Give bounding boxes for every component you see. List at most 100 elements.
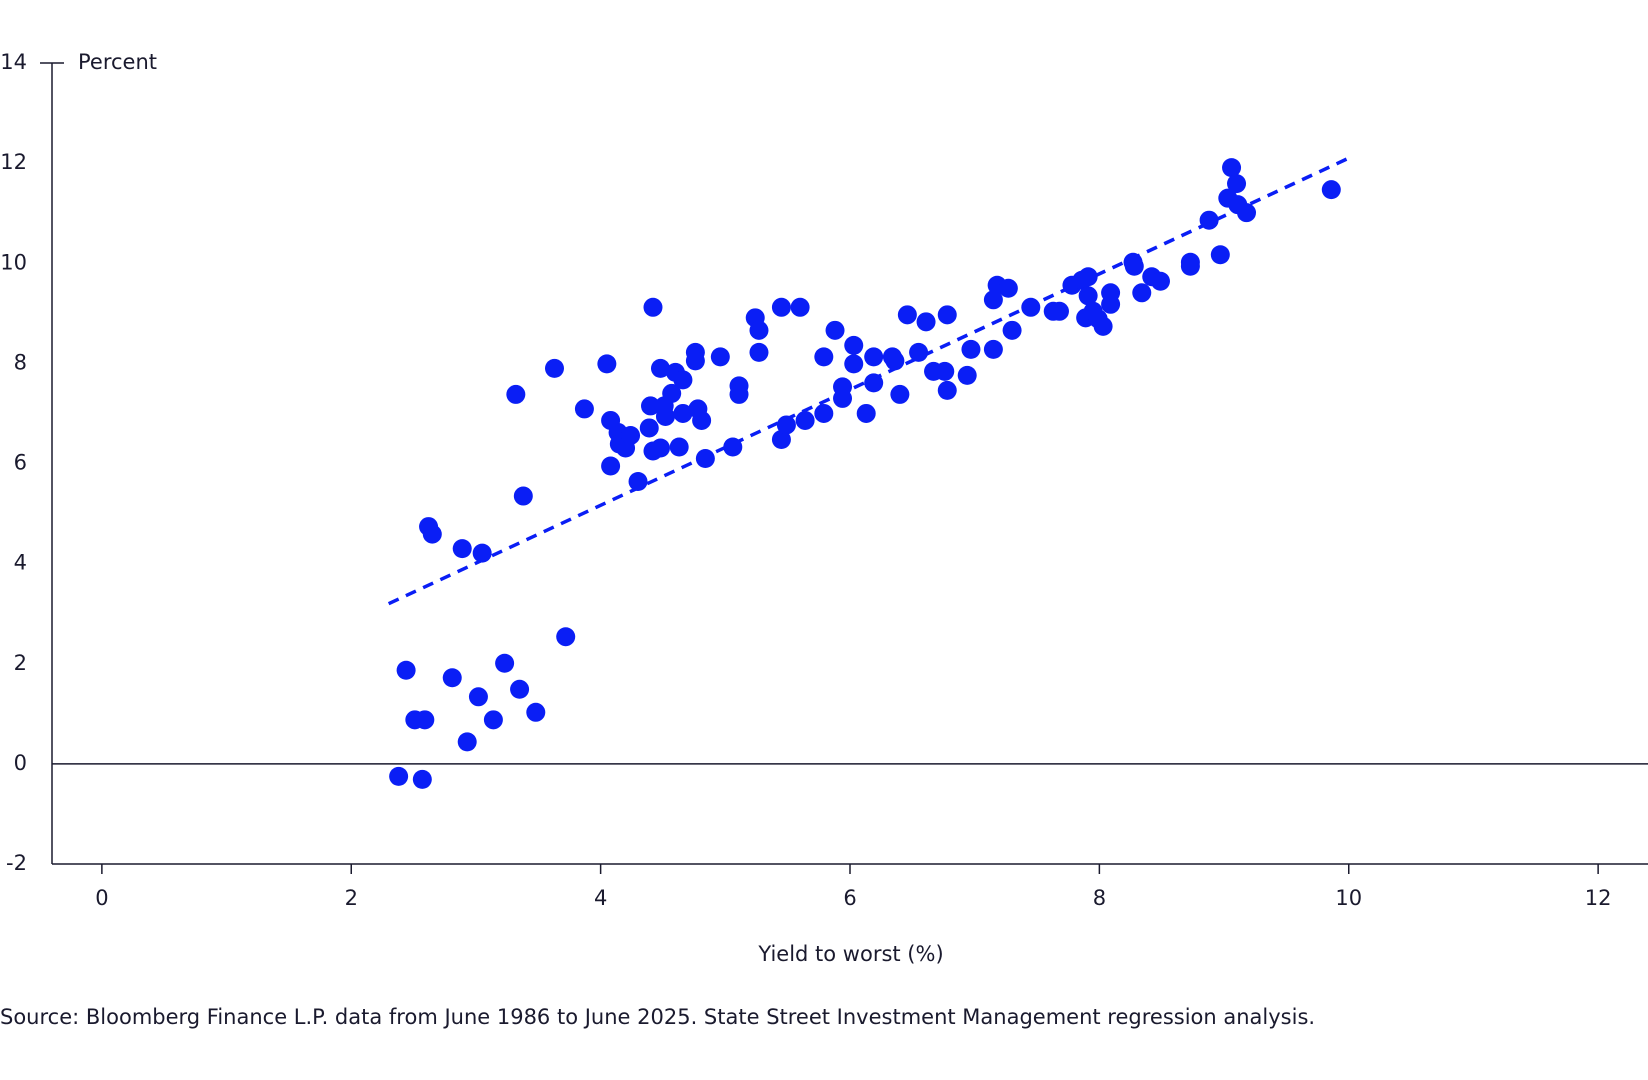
x-tick-label: 2: [345, 886, 358, 910]
scatter-point: [909, 342, 929, 362]
x-tick-label: 4: [594, 886, 607, 910]
scatter-point: [1321, 180, 1341, 200]
y-tick-label: -2: [6, 851, 27, 875]
scatter-point: [415, 710, 435, 730]
scatter-point: [814, 403, 834, 423]
scatter-point: [650, 438, 670, 458]
scatter-point: [472, 543, 492, 563]
scatter-point: [641, 396, 660, 416]
x-tick-label: 6: [843, 886, 856, 910]
scatter-point: [457, 732, 477, 752]
scatter-point: [937, 380, 957, 400]
scatter-point: [844, 335, 864, 355]
y-tick-label: 6: [14, 451, 27, 475]
scatter-point: [998, 278, 1018, 298]
scatter-point: [749, 342, 769, 362]
scatter-point: [1180, 256, 1200, 276]
scatter-point: [1049, 301, 1069, 321]
scatter-point: [983, 290, 1003, 310]
x-tick-label: 12: [1585, 886, 1612, 910]
scatter-point: [814, 347, 834, 367]
scatter-point: [749, 320, 769, 340]
scatter-point: [916, 312, 936, 332]
scatter-point: [825, 320, 845, 340]
scatter-point: [729, 384, 749, 404]
scatter-point: [422, 524, 442, 544]
scatter-point: [1132, 283, 1152, 303]
scatter-point: [1078, 267, 1098, 287]
scatter-point: [639, 418, 659, 438]
scatter-point: [1078, 286, 1098, 306]
scatter-point: [685, 351, 705, 371]
y-tick-label: 0: [14, 751, 27, 775]
scatter-point: [506, 384, 526, 404]
scatter-point: [495, 653, 515, 673]
scatter-point: [510, 679, 530, 699]
scatter-point: [937, 305, 957, 325]
scatter-point: [544, 358, 564, 378]
scatter-point: [1093, 316, 1113, 336]
scatter-point: [1210, 245, 1230, 265]
y-tick-label: 2: [14, 651, 27, 675]
scatter-point: [452, 539, 472, 559]
scatter-point: [468, 687, 488, 707]
y-tick-label: 4: [14, 551, 27, 575]
scatter-point: [597, 354, 617, 374]
x-axis-label: Yield to worst (%): [757, 942, 943, 966]
scatter-point: [1150, 271, 1170, 291]
x-tick-label: 0: [95, 886, 108, 910]
x-tick-label: 8: [1093, 886, 1106, 910]
scatter-point: [771, 429, 791, 449]
scatter-point: [864, 347, 884, 367]
scatter-point: [844, 354, 864, 374]
scatter-point: [1222, 158, 1242, 178]
scatter-point: [628, 472, 648, 492]
scatter-point: [1199, 210, 1219, 230]
scatter-point: [833, 388, 853, 408]
y-tick-label: 10: [0, 250, 27, 274]
y-axis-label: Percent: [78, 50, 157, 74]
scatter-point: [412, 769, 432, 789]
scatter-point: [621, 425, 641, 445]
scatter-point: [1002, 320, 1022, 340]
scatter-point: [771, 297, 791, 317]
scatter-point: [790, 297, 810, 317]
scatter-point: [692, 410, 712, 430]
scatter-point: [442, 668, 462, 688]
source-note: Source: Bloomberg Finance L.P. data from…: [0, 1005, 1315, 1029]
x-tick-label: 10: [1335, 886, 1362, 910]
scatter-point: [695, 448, 715, 468]
scatter-point: [574, 399, 594, 419]
scatter-point: [885, 351, 905, 371]
scatter-point: [1227, 174, 1247, 194]
scatter-point: [1021, 297, 1041, 317]
trend-line: [387, 156, 1350, 606]
scatter-point: [983, 339, 1003, 359]
scatter-point: [723, 437, 743, 457]
scatter-point: [710, 347, 730, 367]
scatter-point: [961, 339, 981, 359]
scatter-point: [776, 415, 796, 435]
scatter-point: [673, 370, 693, 390]
scatter-point: [643, 297, 663, 317]
scatter-point: [556, 627, 576, 647]
scatter-point: [526, 702, 546, 722]
scatter-point: [856, 403, 876, 423]
scatter-point: [669, 437, 689, 457]
scatter-point: [655, 406, 675, 426]
scatter-point: [513, 486, 533, 506]
scatter-point: [662, 383, 682, 403]
y-tick-label: 8: [14, 350, 27, 374]
scatter-point: [795, 410, 815, 430]
scatter-point: [957, 365, 977, 385]
scatter-point: [389, 766, 409, 786]
y-tick-label: 14: [0, 50, 27, 74]
y-tick-label: 12: [0, 150, 27, 174]
scatter-point: [897, 305, 917, 325]
scatter-point: [890, 384, 910, 404]
scatter-point: [673, 403, 693, 423]
scatter-point: [935, 361, 955, 381]
scatter-point: [1124, 256, 1144, 276]
scatter-point: [1101, 294, 1121, 314]
